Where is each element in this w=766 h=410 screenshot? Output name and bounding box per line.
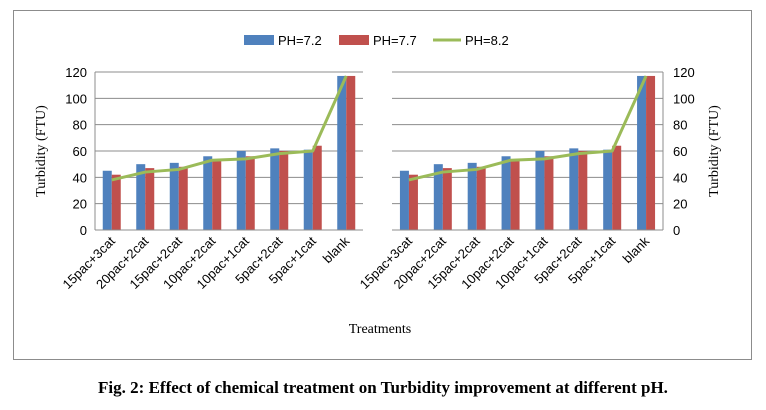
y-tick-label-0-3: 60 (73, 144, 87, 159)
bar-1-0-7 (637, 75, 647, 230)
bar-0-0-2 (169, 162, 179, 230)
bar-0-0-7 (337, 75, 347, 230)
legend-label-0: PH=7.2 (278, 33, 322, 48)
bar-1-1-1 (442, 168, 452, 230)
bar-1-1-2 (476, 166, 486, 230)
bar-1-1-5 (578, 151, 588, 230)
bar-1-0-6 (603, 149, 613, 230)
bar-0-0-4 (236, 151, 246, 230)
bar-0-0-3 (203, 156, 213, 230)
bar-1-0-4 (535, 151, 545, 230)
bar-1-1-3 (510, 160, 520, 230)
bar-1-1-4 (544, 156, 554, 230)
y-tick-label-0-4: 80 (73, 118, 87, 133)
y-tick-label-1-4: 80 (673, 118, 687, 133)
y-axis-title-1: Turbidity (FTU) (707, 105, 722, 197)
legend-label-1: PH=7.7 (373, 33, 417, 48)
y-tick-label-0-6: 120 (65, 65, 87, 80)
bar-0-1-4 (245, 156, 255, 230)
bar-0-1-0 (111, 174, 121, 230)
y-tick-label-1-2: 40 (673, 170, 687, 185)
y-tick-label-0-0: 0 (80, 223, 87, 238)
chart-frame (13, 10, 752, 360)
bar-1-1-0 (408, 174, 418, 230)
y-tick-label-1-6: 120 (673, 65, 695, 80)
figure-caption: Fig. 2: Effect of chemical treatment on … (98, 378, 668, 397)
y-tick-label-0-2: 40 (73, 170, 87, 185)
bar-0-0-0 (102, 170, 112, 230)
line-series-0-0 (111, 75, 348, 182)
y-tick-label-1-0: 0 (673, 223, 680, 238)
bar-1-0-0 (399, 170, 409, 230)
y-axis-title-0: Turbidity (FTU) (34, 105, 49, 197)
x-tick-label-1-7: blank (620, 233, 653, 266)
bar-1-0-3 (501, 156, 511, 230)
bar-0-1-2 (178, 166, 188, 230)
y-tick-label-1-3: 60 (673, 144, 687, 159)
bar-0-1-5 (279, 151, 289, 230)
bar-0-0-6 (303, 149, 313, 230)
legend-label-2: PH=8.2 (465, 33, 509, 48)
bar-0-1-7 (346, 75, 356, 230)
bar-0-1-1 (145, 168, 155, 230)
bar-0-0-5 (270, 148, 280, 230)
y-tick-label-0-5: 100 (65, 91, 87, 106)
x-axis-title-0: Treatments (349, 322, 411, 337)
legend-swatch-1 (339, 35, 369, 45)
bar-1-1-6 (612, 145, 622, 230)
bar-1-0-5 (569, 148, 579, 230)
bar-1-1-7 (646, 75, 656, 230)
line-series-1-0 (408, 75, 648, 182)
bar-0-0-1 (136, 164, 146, 230)
legend-swatch-0 (244, 35, 274, 45)
bar-0-1-3 (212, 160, 222, 230)
bar-0-1-6 (312, 145, 322, 230)
bar-1-0-1 (433, 164, 443, 230)
y-tick-label-1-5: 100 (673, 91, 695, 106)
y-tick-label-1-1: 20 (673, 197, 687, 212)
x-tick-label-0-7: blank (320, 233, 353, 266)
bar-1-0-2 (467, 162, 477, 230)
y-tick-label-0-1: 20 (73, 197, 87, 212)
